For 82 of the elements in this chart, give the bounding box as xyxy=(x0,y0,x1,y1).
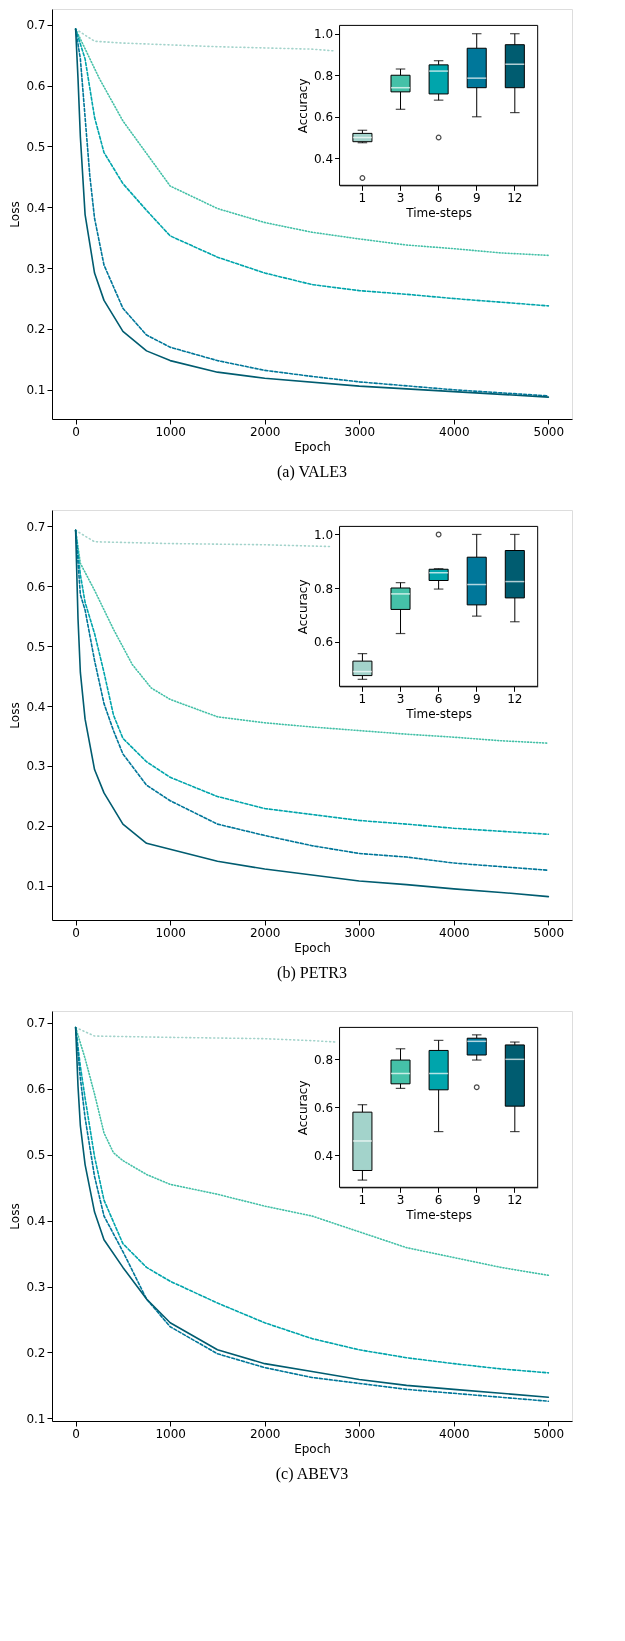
y-axis-title: Accuracy xyxy=(295,78,310,134)
y-tick-label: 0.3 xyxy=(26,759,46,774)
x-axis-title: Epoch xyxy=(294,940,331,955)
y-tick-label: 0.8 xyxy=(313,581,334,596)
text: (b) PETR3 xyxy=(277,964,347,982)
x-tick-label: 3 xyxy=(396,1192,405,1207)
x-tick-label: 1 xyxy=(358,691,367,706)
y-tick-label: 0.4 xyxy=(26,200,46,215)
x-tick-label: 6 xyxy=(434,190,443,205)
y-tick-label: 0.4 xyxy=(26,1214,46,1229)
y-tick-label: 0.1 xyxy=(26,879,46,894)
x-tick-label: 9 xyxy=(472,1192,481,1207)
x-tick-label: 5000 xyxy=(533,925,565,940)
y-tick-label: 0.5 xyxy=(26,639,46,654)
x-tick-label: 3000 xyxy=(344,925,376,940)
line-series xyxy=(74,529,332,548)
x-tick-label: 0 xyxy=(72,424,80,439)
x-tick-label: 3000 xyxy=(344,424,376,439)
y-tick-label: 0.2 xyxy=(26,322,46,337)
y-tick-label: 0.4 xyxy=(26,699,46,714)
x-tick-label: 1 xyxy=(358,1192,367,1207)
y-tick-label: 0.6 xyxy=(26,79,46,94)
x-tick-label: 9 xyxy=(472,190,481,205)
y-tick-label: 0.1 xyxy=(26,383,46,398)
x-tick-label: 4000 xyxy=(439,424,470,439)
y-axis-title: Loss xyxy=(8,201,23,228)
x-axis-title: Epoch xyxy=(294,1441,331,1456)
x-tick-label: 4000 xyxy=(439,925,470,940)
text: (c) ABEV3 xyxy=(275,1465,349,1483)
x-tick-label: 3 xyxy=(396,190,405,205)
x-tick-label: 0 xyxy=(72,1426,80,1441)
y-axis-title: Accuracy xyxy=(295,579,310,635)
x-tick-label: 0 xyxy=(72,925,80,940)
y-tick-label: 0.5 xyxy=(26,139,46,154)
y-tick-label: 0.4 xyxy=(313,1148,334,1163)
y-tick-label: 0.2 xyxy=(26,819,46,834)
y-tick-label: 0.7 xyxy=(26,18,46,33)
y-tick-label: 1.0 xyxy=(313,27,334,42)
y-tick-label: 0.6 xyxy=(26,579,46,594)
x-tick-label: 2000 xyxy=(249,1426,281,1441)
x-axis-title: Time-steps xyxy=(405,1207,473,1222)
x-tick-label: 12 xyxy=(507,691,523,706)
x-tick-label: 1000 xyxy=(155,1426,186,1441)
y-tick-label: 0.7 xyxy=(26,519,46,534)
x-tick-label: 1 xyxy=(358,190,367,205)
y-tick-label: 0.7 xyxy=(26,1016,46,1031)
y-tick-label: 0.3 xyxy=(26,1280,46,1295)
x-tick-label: 12 xyxy=(507,190,523,205)
y-tick-label: 0.8 xyxy=(313,1052,334,1067)
y-tick-label: 0.6 xyxy=(26,1082,46,1097)
line-series xyxy=(74,28,550,257)
y-tick-label: 0.6 xyxy=(313,110,334,125)
y-axis-title: Loss xyxy=(8,1203,23,1230)
text: (a) VALE3 xyxy=(276,463,348,481)
y-tick-label: 0.2 xyxy=(26,1345,46,1360)
x-axis-title: Time-steps xyxy=(405,205,473,220)
y-axis-title: Loss xyxy=(8,702,23,729)
x-tick-label: 6 xyxy=(434,691,443,706)
y-tick-label: 0.6 xyxy=(313,1100,334,1115)
x-tick-label: 2000 xyxy=(249,424,281,439)
x-axis-title: Epoch xyxy=(294,439,331,454)
x-tick-label: 3 xyxy=(396,691,405,706)
y-tick-label: 0.3 xyxy=(26,261,46,276)
x-axis-title: Time-steps xyxy=(405,706,473,721)
x-tick-label: 5000 xyxy=(533,424,565,439)
y-tick-label: 0.1 xyxy=(26,1411,46,1426)
line-series xyxy=(74,1026,337,1043)
y-tick-label: 0.8 xyxy=(313,68,334,83)
x-tick-label: 2000 xyxy=(249,925,281,940)
x-tick-label: 9 xyxy=(472,691,481,706)
y-tick-label: 1.0 xyxy=(313,527,334,542)
x-tick-label: 12 xyxy=(507,1192,523,1207)
x-tick-label: 4000 xyxy=(439,1426,470,1441)
x-tick-label: 3000 xyxy=(344,1426,376,1441)
y-tick-label: 0.5 xyxy=(26,1148,46,1163)
y-axis-title: Accuracy xyxy=(295,1080,310,1136)
x-tick-label: 5000 xyxy=(533,1426,565,1441)
y-tick-label: 0.4 xyxy=(313,151,334,166)
x-tick-label: 6 xyxy=(434,1192,443,1207)
x-tick-label: 1000 xyxy=(155,925,186,940)
y-tick-label: 0.6 xyxy=(313,635,334,650)
x-tick-label: 1000 xyxy=(155,424,186,439)
